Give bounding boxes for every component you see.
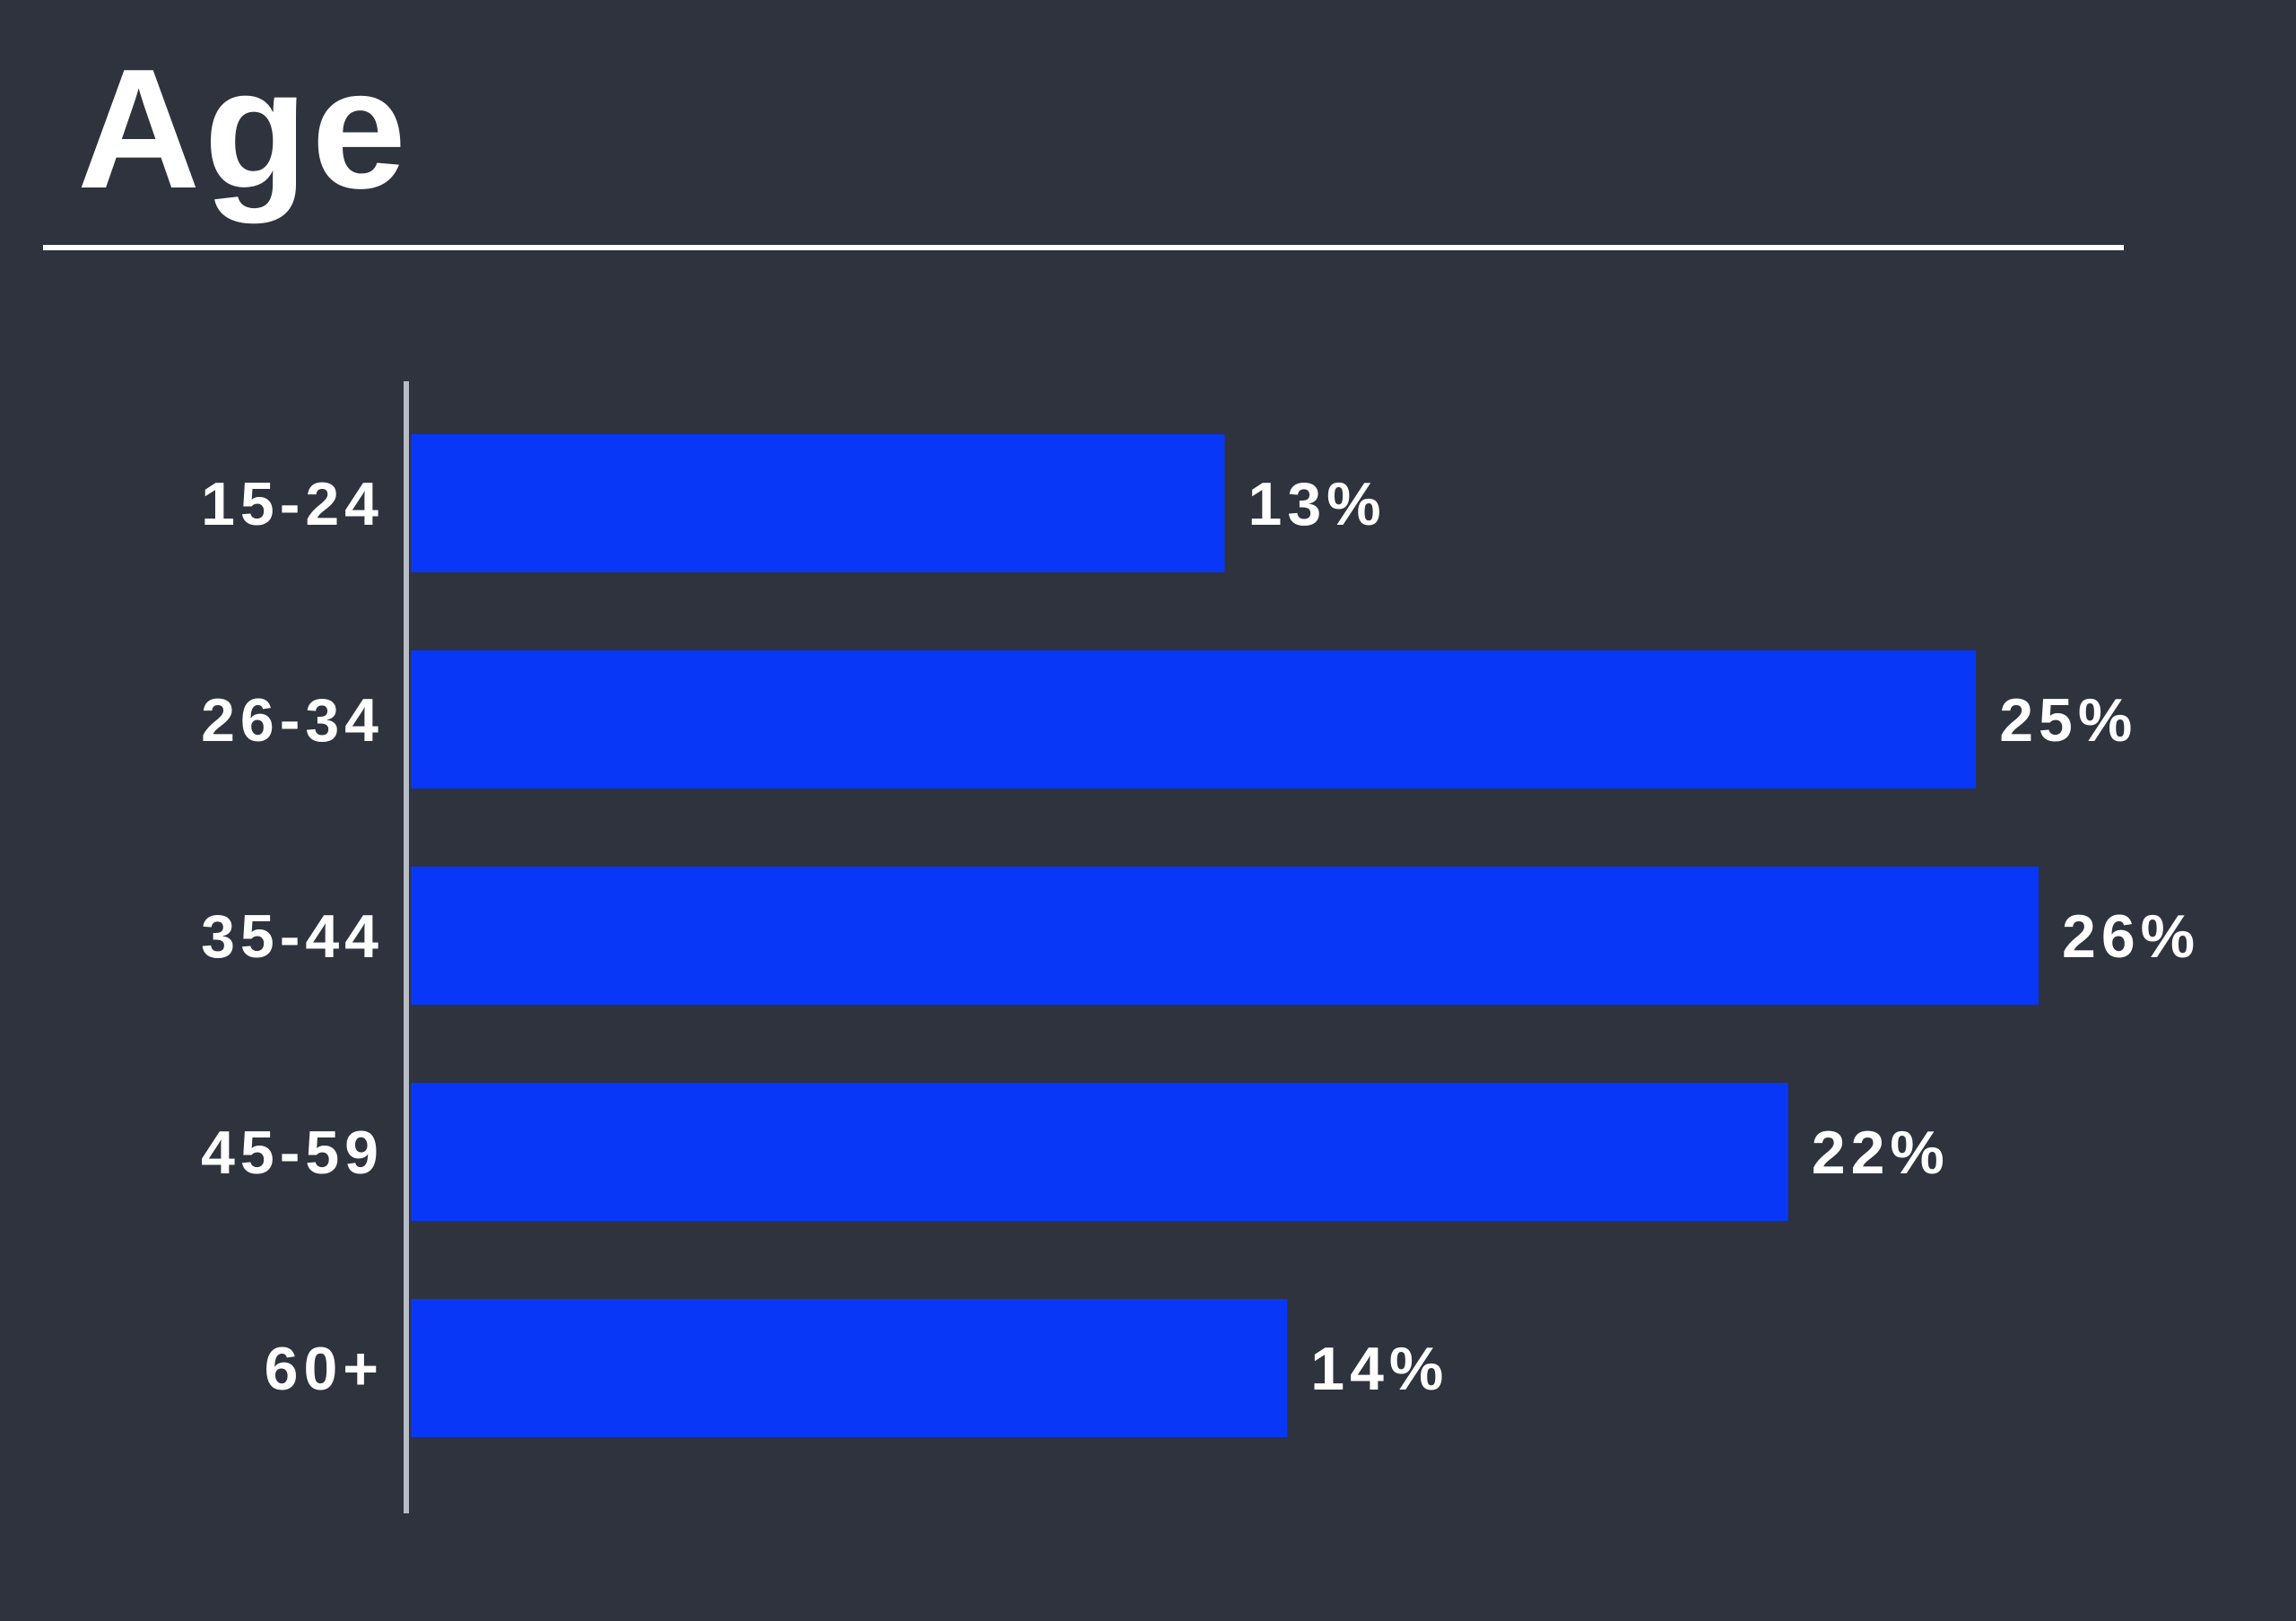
bar-60+ [411,1299,1288,1437]
page-title: Age [77,34,410,224]
bar-45-59 [411,1083,1788,1221]
bar-group: 15-24 13% 26-34 25% 35-44 26% 45-59 22% 60+ 14% [201,434,2200,1437]
value-label: 22% [1812,1119,1950,1187]
bar-15-24 [411,434,1225,572]
category-label: 35-44 [201,902,384,971]
category-label: 45-59 [201,1119,384,1187]
value-label: 25% [1999,686,2137,754]
value-label: 14% [1310,1335,1448,1403]
value-label: 13% [1248,470,1387,538]
bar-26-34 [411,650,1977,789]
category-label: 15-24 [201,470,384,538]
bar-35-44 [411,867,2039,1005]
value-label: 26% [2062,902,2200,971]
title-divider [43,245,2124,250]
category-label: 60+ [265,1335,384,1403]
category-label: 26-34 [201,686,384,754]
